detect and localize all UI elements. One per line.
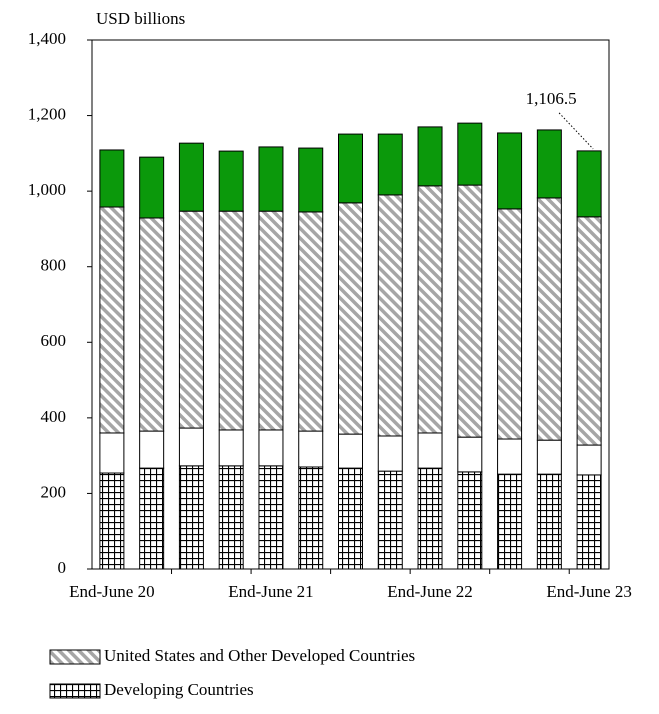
bar-segment xyxy=(99,432,125,474)
y-tick-label: 1,000 xyxy=(28,180,66,199)
legend-swatch xyxy=(49,683,101,699)
bar-segment xyxy=(417,432,443,469)
annotation: 1,106.5 xyxy=(526,89,577,108)
y-tick-label: 400 xyxy=(41,407,67,426)
x-tick-label: End-June 22 xyxy=(387,582,472,601)
bar-segment xyxy=(536,197,562,441)
bar-segment xyxy=(258,146,284,212)
bar-segment xyxy=(178,210,204,429)
bar-segment xyxy=(576,216,602,446)
bar-segment xyxy=(576,150,602,218)
bar-segment xyxy=(377,470,403,570)
annotation-leader xyxy=(558,112,594,150)
bar-segment xyxy=(99,149,125,208)
bar-segment xyxy=(139,217,165,432)
x-tick-label: End-June 21 xyxy=(228,582,313,601)
bar-segment xyxy=(139,430,165,469)
bar-segment xyxy=(258,465,284,570)
bar-segment xyxy=(218,429,244,467)
y-tick-label: 1,400 xyxy=(28,29,66,48)
bar-segment xyxy=(218,210,244,431)
bar-segment xyxy=(338,433,363,469)
bar-segment xyxy=(417,126,443,187)
bar-segment xyxy=(576,474,602,570)
bar-segment xyxy=(377,133,403,196)
bar-segment xyxy=(536,129,562,199)
bar-segment xyxy=(258,429,284,467)
y-tick-label: 200 xyxy=(41,482,67,501)
legend-label: Developing Countries xyxy=(104,680,254,699)
x-tick-label: End-June 20 xyxy=(69,582,154,601)
bar-segment xyxy=(338,133,363,204)
bar-segment xyxy=(139,156,165,219)
bar-segment xyxy=(298,147,324,213)
bar-segment xyxy=(338,467,363,570)
y-tick-label: 0 xyxy=(58,558,67,577)
y-tick-label: 600 xyxy=(41,331,67,350)
bar-segment xyxy=(99,472,125,570)
bar-segment xyxy=(497,208,523,440)
bar-segment xyxy=(497,473,523,570)
bar-segment xyxy=(338,202,363,435)
bar-segment xyxy=(298,466,324,570)
bar-segment xyxy=(457,122,483,186)
bar-segment xyxy=(576,444,602,476)
bar-segment xyxy=(218,465,244,570)
bar-segment xyxy=(497,132,523,210)
x-tick-label: End-June 23 xyxy=(546,582,631,601)
legend-label: United States and Other Developed Countr… xyxy=(104,646,415,665)
bar-segment xyxy=(178,142,204,212)
bar-segment xyxy=(457,471,483,570)
legend-swatch xyxy=(49,649,101,665)
bar-segment xyxy=(298,211,324,432)
bar-segment xyxy=(99,206,125,434)
bar-segment xyxy=(536,439,562,475)
bar-segment xyxy=(258,210,284,431)
bar-segment xyxy=(377,194,403,437)
bar-segment xyxy=(457,436,483,473)
bar-segment xyxy=(377,435,403,472)
plot-frame xyxy=(91,39,610,570)
bar-segment xyxy=(457,184,483,438)
bar-segment xyxy=(218,150,244,212)
bar-segment xyxy=(536,473,562,570)
bar-segment xyxy=(298,430,324,468)
y-tick-label: 1,200 xyxy=(28,104,66,123)
y-tick-label: 800 xyxy=(41,256,67,275)
bar-segment xyxy=(139,467,165,570)
bar-segment xyxy=(178,427,204,467)
bar-segment xyxy=(497,438,523,475)
y-axis-label: USD billions xyxy=(96,9,185,28)
bar-segment xyxy=(417,467,443,570)
bar-segment xyxy=(178,465,204,570)
bar-segment xyxy=(417,185,443,434)
